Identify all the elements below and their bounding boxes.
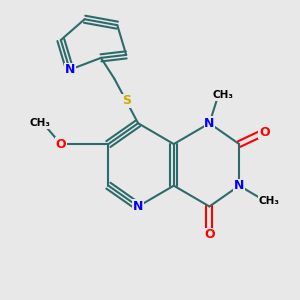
Text: O: O <box>259 126 270 139</box>
Text: CH₃: CH₃ <box>258 196 279 206</box>
Text: CH₃: CH₃ <box>29 118 50 128</box>
Text: O: O <box>204 228 215 241</box>
Text: N: N <box>64 63 75 76</box>
Text: CH₃: CH₃ <box>212 90 233 100</box>
Text: N: N <box>133 200 143 213</box>
Text: N: N <box>234 179 244 192</box>
Text: O: O <box>56 138 66 151</box>
Text: S: S <box>122 94 131 107</box>
Text: N: N <box>204 117 214 130</box>
